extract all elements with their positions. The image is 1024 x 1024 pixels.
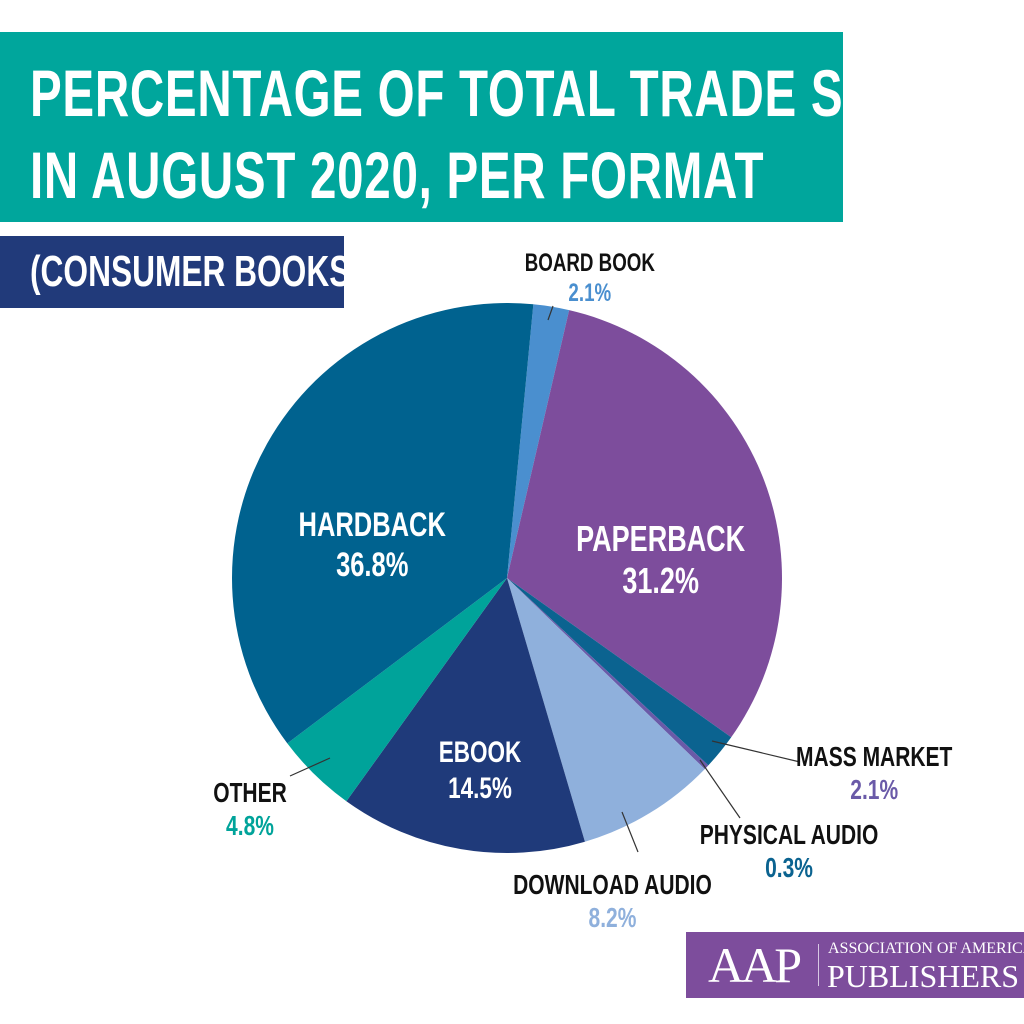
pie-slice-ebook bbox=[346, 578, 585, 853]
pie-slice-physical-audio bbox=[507, 578, 709, 770]
pie-slice-hardback bbox=[231, 303, 534, 744]
aap-logo: AAP ASSOCIATION OF AMERICAN PUBLISHERS bbox=[686, 932, 1024, 998]
label-paperback: PAPERBACK 31.2% bbox=[548, 518, 748, 602]
pie-slice-board-book bbox=[507, 304, 570, 578]
leader-line bbox=[699, 759, 741, 819]
slice-value: 31.2% bbox=[622, 560, 699, 601]
title-banner: PERCENTAGE OF TOTAL TRADE SALES IN AUGUS… bbox=[0, 32, 972, 222]
label-board-book: BOARD BOOK 2.1% bbox=[490, 248, 690, 308]
chart-title: PERCENTAGE OF TOTAL TRADE SALES IN AUGUS… bbox=[30, 52, 973, 216]
label-hardback: HARDBACK 36.8% bbox=[272, 505, 472, 585]
label-download-audio: DOWNLOAD AUDIO 8.2% bbox=[480, 868, 720, 934]
slice-label: HARDBACK bbox=[298, 506, 446, 544]
title-line-2: IN AUGUST 2020, PER FORMAT bbox=[30, 138, 765, 212]
slice-value: 8.2% bbox=[588, 902, 637, 933]
slice-value: 14.5% bbox=[448, 772, 512, 805]
pie-slice-other bbox=[287, 578, 507, 802]
slice-value: 4.8% bbox=[226, 810, 274, 841]
logo-short: AAP bbox=[708, 937, 802, 993]
leader-line bbox=[547, 305, 554, 321]
label-ebook: EBOOK 14.5% bbox=[380, 735, 580, 807]
chart-subtitle: (CONSUMER BOOKS) bbox=[30, 247, 361, 296]
slice-value: 2.1% bbox=[850, 774, 899, 805]
slice-label: PAPERBACK bbox=[576, 518, 746, 559]
pie-slice-paperback bbox=[507, 310, 782, 738]
slice-label: OTHER bbox=[213, 777, 287, 808]
slice-value: 2.1% bbox=[568, 279, 612, 307]
slice-value: 0.3% bbox=[765, 852, 813, 883]
label-mass-market: MASS MARKET 2.1% bbox=[770, 740, 970, 806]
slice-label: PHYSICAL AUDIO bbox=[699, 819, 879, 850]
leader-line bbox=[711, 740, 801, 763]
subtitle-banner: (CONSUMER BOOKS) bbox=[0, 236, 361, 308]
label-other: OTHER 4.8% bbox=[180, 776, 320, 842]
leader-line bbox=[621, 811, 639, 853]
logo-divider bbox=[818, 944, 819, 986]
label-physical-audio: PHYSICAL AUDIO 0.3% bbox=[670, 818, 900, 884]
slice-label: BOARD BOOK bbox=[524, 249, 656, 277]
pie-slice-mass-market bbox=[507, 578, 732, 766]
slice-label: DOWNLOAD AUDIO bbox=[513, 869, 712, 900]
logo-line-1: ASSOCIATION OF AMERICAN bbox=[828, 940, 1024, 957]
slice-value: 36.8% bbox=[335, 546, 409, 584]
leader-line bbox=[289, 757, 331, 777]
title-line-1: PERCENTAGE OF TOTAL TRADE SALES bbox=[30, 56, 973, 130]
slice-label: EBOOK bbox=[438, 736, 522, 769]
slice-label: MASS MARKET bbox=[796, 741, 953, 772]
logo-line-2: PUBLISHERS bbox=[827, 958, 1020, 994]
pie-slice-download-audio bbox=[507, 578, 705, 842]
